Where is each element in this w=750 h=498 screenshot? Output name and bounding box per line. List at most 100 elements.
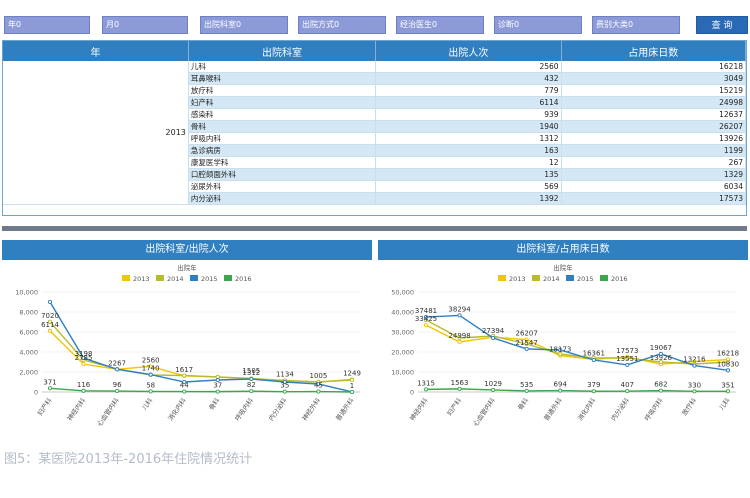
col-department[interactable]: 出院科室 bbox=[188, 41, 377, 61]
legend-swatch-2015[interactable] bbox=[190, 275, 198, 281]
data-point-2015[interactable] bbox=[558, 347, 563, 353]
legend-swatch-2013[interactable] bbox=[122, 275, 130, 281]
data-point-2013[interactable] bbox=[47, 328, 53, 333]
legend-swatch-2015[interactable] bbox=[566, 275, 574, 281]
data-point-2015[interactable] bbox=[148, 372, 153, 377]
data-point-2016[interactable] bbox=[725, 389, 731, 394]
filter-select-3[interactable]: 出院方式0 bbox=[298, 16, 386, 34]
data-point-2016[interactable] bbox=[249, 389, 254, 394]
data-point-2015[interactable] bbox=[658, 351, 663, 356]
table-row[interactable]: 口腔颌面外科 135 1329 bbox=[3, 168, 746, 181]
series-line-2016[interactable] bbox=[49, 387, 353, 393]
data-point-2013[interactable] bbox=[524, 337, 529, 342]
table-row[interactable]: 康复医学科 12 267 bbox=[3, 156, 746, 169]
data-point-2016[interactable] bbox=[625, 389, 630, 394]
data-point-2013[interactable] bbox=[457, 339, 462, 345]
data-point-2015[interactable] bbox=[591, 357, 596, 363]
legend-label-2015[interactable]: 2015 bbox=[201, 275, 218, 283]
data-point-2015[interactable] bbox=[115, 367, 120, 372]
filter-select-6[interactable]: 费别大类0 bbox=[592, 16, 680, 34]
data-point-2016[interactable] bbox=[148, 389, 153, 394]
data-point-2015[interactable] bbox=[316, 381, 321, 387]
data-point-2016[interactable] bbox=[316, 389, 321, 394]
data-point-2015[interactable] bbox=[725, 368, 731, 373]
legend-label-2014[interactable]: 2014 bbox=[167, 275, 184, 283]
data-point-2013[interactable] bbox=[148, 364, 153, 369]
col-discharges[interactable]: 出院人次 bbox=[375, 41, 562, 61]
data-point-2016[interactable] bbox=[81, 388, 86, 393]
data-point-2015[interactable] bbox=[692, 363, 697, 368]
filter-select-0[interactable]: 年0 bbox=[4, 16, 90, 34]
filter-select-4[interactable]: 经治医生0 bbox=[396, 16, 484, 34]
table-row[interactable]: 泌尿外科 569 6034 bbox=[3, 180, 746, 193]
filter-select-1[interactable]: 月0 bbox=[102, 16, 188, 34]
data-point-2015[interactable] bbox=[524, 346, 529, 351]
data-point-2016[interactable] bbox=[558, 388, 563, 393]
table-row[interactable]: 内分泌科 1392 17573 bbox=[3, 192, 746, 205]
data-point-2016[interactable] bbox=[215, 389, 220, 394]
series-line-2014[interactable] bbox=[49, 321, 353, 383]
data-point-2014[interactable] bbox=[182, 373, 187, 378]
data-point-2016[interactable] bbox=[658, 388, 663, 393]
data-point-2013[interactable] bbox=[81, 362, 86, 367]
search-button[interactable]: 查 询 bbox=[696, 16, 748, 34]
data-point-2016[interactable] bbox=[692, 389, 697, 394]
col-year[interactable]: 年 bbox=[3, 41, 189, 61]
legend-swatch-2016[interactable] bbox=[600, 275, 608, 281]
legend-swatch-2014[interactable] bbox=[156, 275, 164, 281]
series-line-2014[interactable] bbox=[425, 319, 729, 365]
data-point-2014[interactable] bbox=[625, 355, 630, 361]
data-point-2016[interactable] bbox=[115, 388, 120, 394]
data-point-2015[interactable] bbox=[182, 379, 187, 385]
table-row[interactable]: 急诊病房 163 1199 bbox=[3, 144, 746, 157]
table-row[interactable]: 2013 儿科 2560 16218 bbox=[3, 61, 746, 205]
data-point-2016[interactable] bbox=[524, 388, 529, 393]
data-point-2015[interactable] bbox=[81, 355, 86, 361]
data-point-2014[interactable] bbox=[457, 335, 462, 341]
col-bed-days[interactable]: 占用床日数 bbox=[561, 41, 746, 61]
data-point-2016[interactable] bbox=[491, 387, 496, 392]
series-line-2015[interactable] bbox=[49, 301, 353, 393]
data-point-2015[interactable] bbox=[625, 362, 630, 367]
table-row[interactable]: 呼吸内科 1312 13926 bbox=[3, 132, 746, 145]
series-line-2013[interactable] bbox=[49, 330, 353, 383]
data-point-2015[interactable] bbox=[47, 299, 53, 305]
legend-label-2016[interactable]: 2016 bbox=[611, 275, 628, 283]
data-point-2015[interactable] bbox=[423, 314, 429, 320]
table-row[interactable]: 妇产科 6114 24998 bbox=[3, 96, 746, 109]
data-point-2015[interactable] bbox=[491, 335, 496, 341]
data-point-2015[interactable] bbox=[215, 377, 220, 383]
table-row[interactable]: 放疗科 779 15219 bbox=[3, 84, 746, 97]
data-point-2015[interactable] bbox=[282, 379, 287, 385]
legend-label-2015[interactable]: 2015 bbox=[577, 275, 594, 283]
legend-label-2016[interactable]: 2016 bbox=[235, 275, 252, 283]
table-row[interactable]: 骨科 1940 26207 bbox=[3, 120, 746, 133]
data-point-2014[interactable] bbox=[524, 341, 529, 347]
data-point-2014[interactable] bbox=[558, 351, 563, 357]
legend-swatch-2013[interactable] bbox=[498, 275, 506, 281]
data-point-2016[interactable] bbox=[457, 386, 462, 391]
data-point-2014[interactable] bbox=[725, 359, 731, 365]
data-point-2014[interactable] bbox=[658, 359, 663, 365]
filter-select-5[interactable]: 诊断0 bbox=[494, 16, 582, 34]
table-row[interactable]: 感染科 939 12637 bbox=[3, 108, 746, 121]
series-line-2016[interactable] bbox=[425, 388, 729, 393]
data-point-2014[interactable] bbox=[349, 377, 355, 383]
data-point-2016[interactable] bbox=[423, 387, 429, 392]
legend-label-2014[interactable]: 2014 bbox=[543, 275, 560, 283]
filter-select-2[interactable]: 出院科室0 bbox=[200, 16, 288, 34]
data-point-2015[interactable] bbox=[249, 376, 254, 382]
data-point-2014[interactable] bbox=[47, 319, 53, 324]
data-point-2015[interactable] bbox=[457, 313, 462, 318]
legend-swatch-2016[interactable] bbox=[224, 275, 232, 281]
data-point-2016[interactable] bbox=[591, 389, 596, 394]
legend-swatch-2014[interactable] bbox=[532, 275, 540, 281]
data-point-2016[interactable] bbox=[182, 389, 187, 394]
series-line-2015[interactable] bbox=[425, 314, 729, 372]
data-point-2016[interactable] bbox=[349, 389, 355, 395]
data-point-2016[interactable] bbox=[47, 386, 53, 391]
table-row[interactable]: 耳鼻喉科 432 3049 bbox=[3, 72, 746, 85]
legend-label-2013[interactable]: 2013 bbox=[133, 275, 150, 283]
data-point-2016[interactable] bbox=[282, 389, 287, 394]
data-point-2013[interactable] bbox=[423, 323, 429, 328]
